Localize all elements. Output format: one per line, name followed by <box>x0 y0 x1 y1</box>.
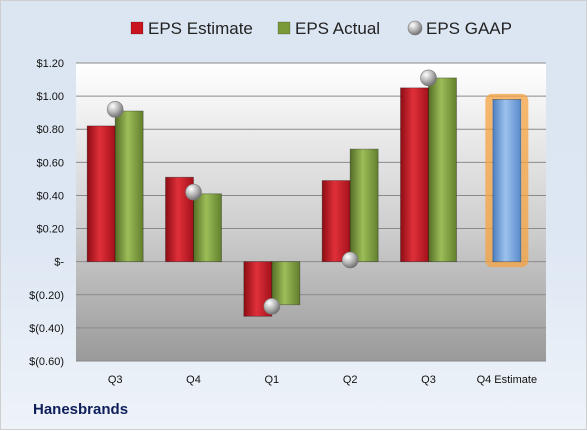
bar-eps-actual <box>271 261 301 306</box>
eps-gaap-marker <box>106 101 124 118</box>
y-axis-labels: $1.20 $1.00 $0.80 $0.60 $0.40 $0.20 $- $(0.20) $… <box>29 58 64 368</box>
x-tick-label-q2: Q2 <box>343 374 358 386</box>
legend-label-eps-actual: EPS Actual <box>295 19 380 38</box>
y-tick-label: $1.00 <box>36 91 64 103</box>
legend-swatch-eps-estimate <box>130 21 144 35</box>
x-tick-label-q4: Q4 <box>186 374 201 386</box>
bar-eps-estimate <box>321 180 351 263</box>
legend-swatch-eps-gaap <box>407 20 423 36</box>
plot-area <box>76 63 546 361</box>
eps-gaap-marker <box>420 69 437 87</box>
y-tick-label: $(0.20) <box>29 290 64 302</box>
q4-estimate-highlight <box>485 93 529 268</box>
legend: EPS Estimate EPS Actual EPS GAAP <box>130 19 512 38</box>
bar-eps-actual <box>114 110 144 263</box>
y-tick-label: $- <box>54 257 64 269</box>
y-tick-label: $0.80 <box>36 124 64 136</box>
x-tick-label-q3: Q3 <box>421 374 436 386</box>
bar-eps-estimate <box>86 125 116 263</box>
bar-eps-actual <box>349 148 379 263</box>
x-axis-labels: Q3 Q4 Q1 Q2 Q3 Q4 Estimate <box>108 374 537 386</box>
gaap-markers <box>106 69 437 315</box>
legend-label-eps-gaap: EPS GAAP <box>426 19 512 38</box>
y-tick-label: $(0.60) <box>29 356 64 368</box>
y-tick-label: $(0.40) <box>29 323 64 335</box>
company-name: Hanesbrands <box>33 401 129 418</box>
legend-label-eps-estimate: EPS Estimate <box>148 19 253 38</box>
eps-gaap-marker <box>185 183 202 201</box>
eps-gaap-marker <box>263 298 281 315</box>
y-tick-label: $0.60 <box>36 157 64 169</box>
x-tick-label-q4-estimate: Q4 Estimate <box>477 374 538 386</box>
y-tick-label: $1.20 <box>36 58 64 70</box>
x-tick-label-q3: Q3 <box>108 374 123 386</box>
bar-q4-estimate <box>492 99 522 263</box>
y-tick-label: $0.40 <box>36 190 64 202</box>
gridlines <box>76 62 546 362</box>
x-tick-label-q1: Q1 <box>264 374 279 386</box>
bar-eps-actual <box>193 193 222 263</box>
bar-eps-estimate <box>400 87 429 263</box>
eps-gaap-marker <box>341 251 359 269</box>
legend-swatch-eps-actual <box>277 21 291 35</box>
bars <box>86 77 529 317</box>
bar-eps-actual <box>428 77 457 263</box>
y-tick-label: $0.20 <box>36 224 64 236</box>
